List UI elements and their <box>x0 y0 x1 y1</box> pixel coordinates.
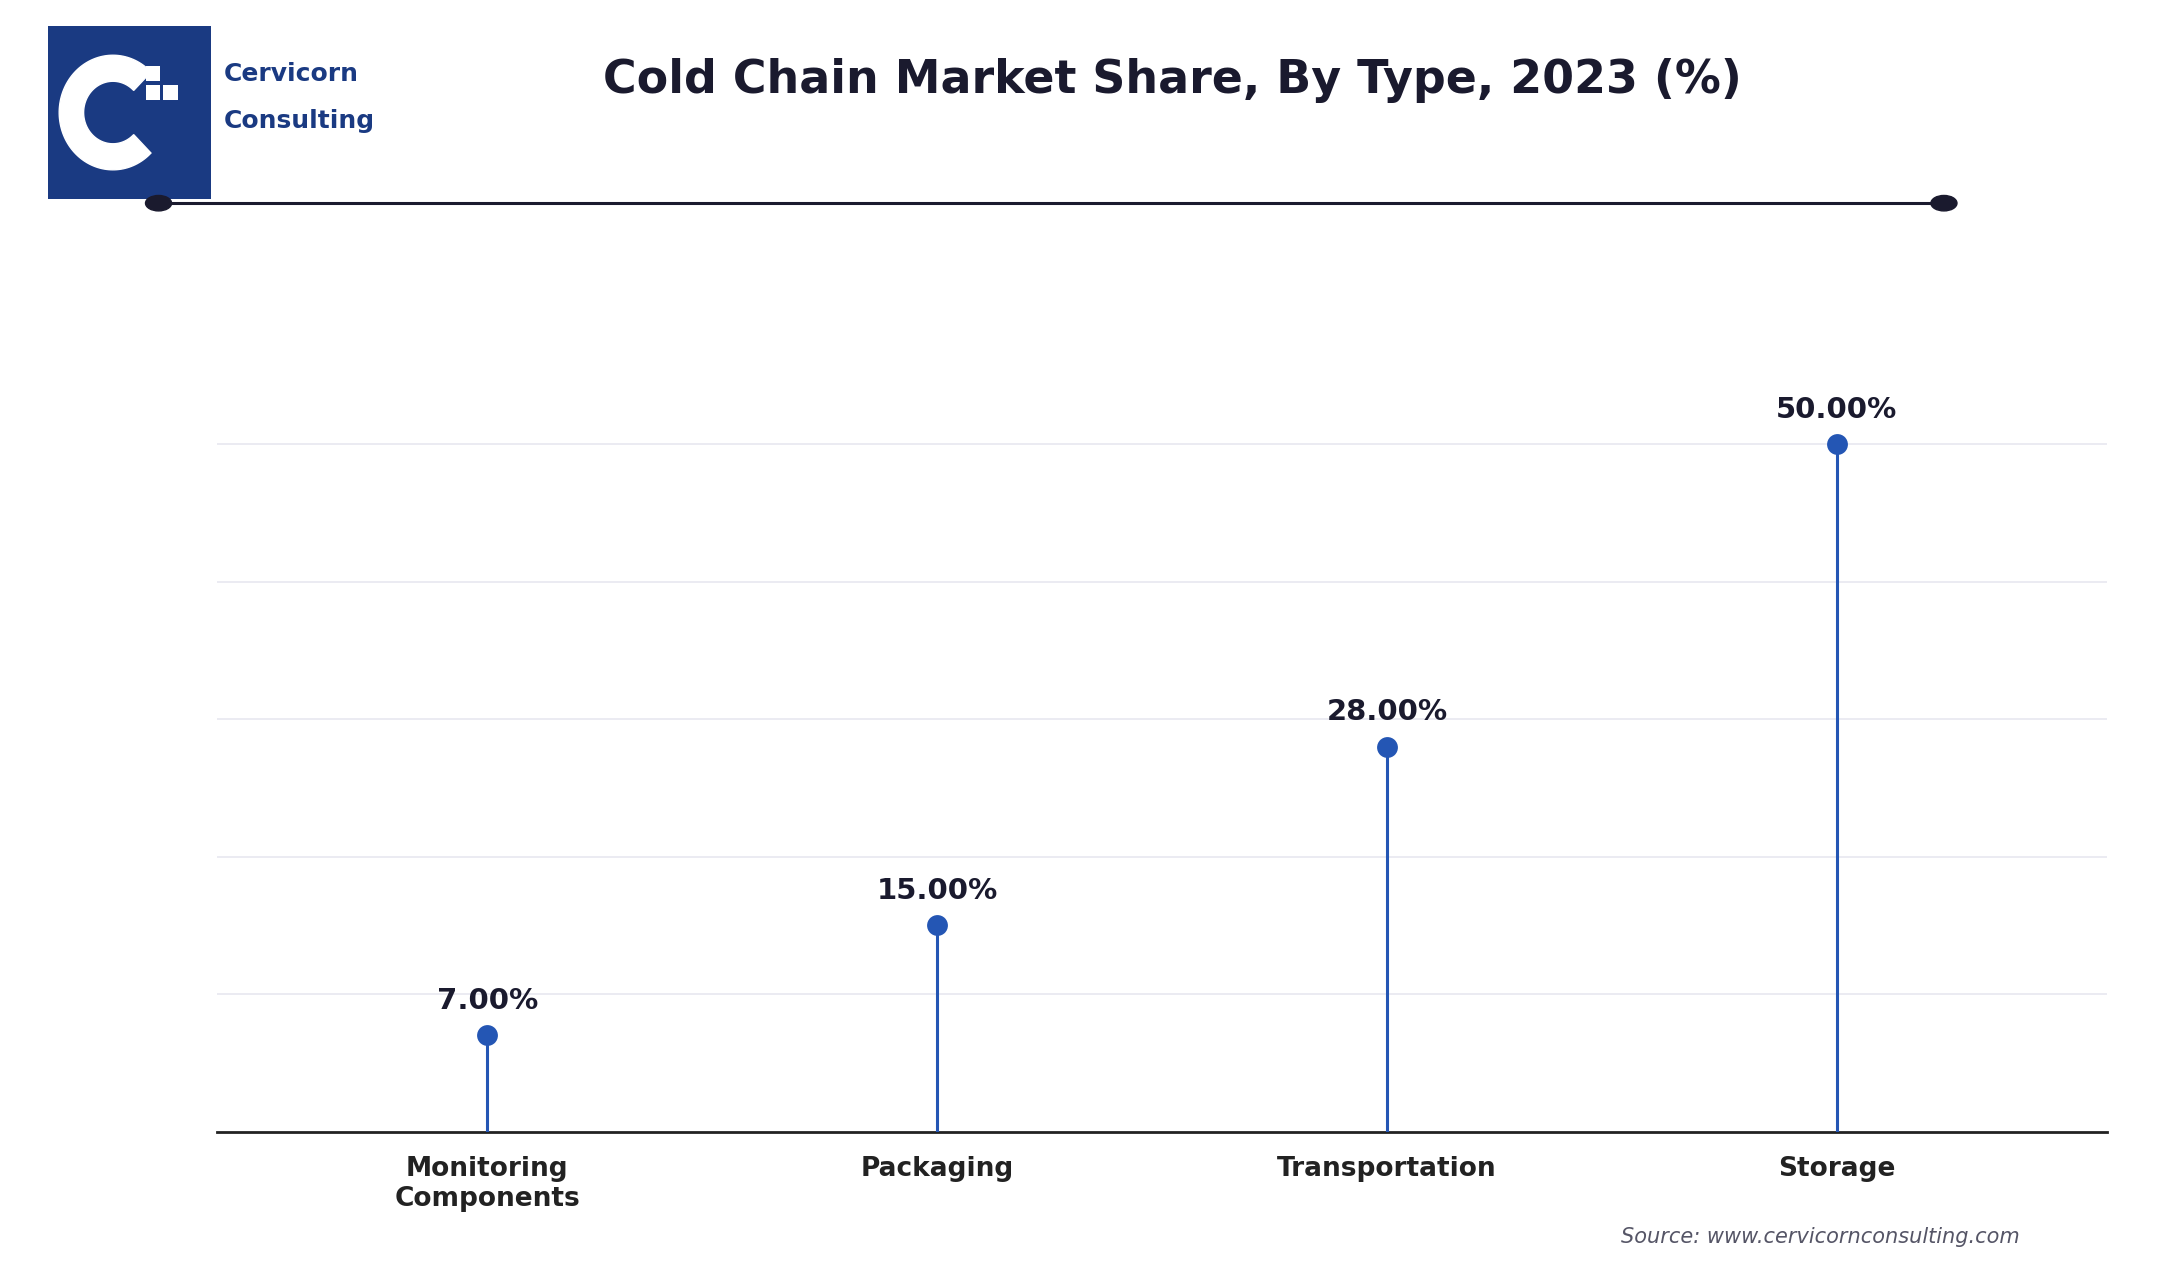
Text: 7.00%: 7.00% <box>437 986 539 1015</box>
FancyBboxPatch shape <box>39 17 219 208</box>
Text: Cold Chain Market Share, By Type, 2023 (%): Cold Chain Market Share, By Type, 2023 (… <box>604 58 1742 103</box>
Polygon shape <box>59 55 152 170</box>
FancyBboxPatch shape <box>146 85 161 100</box>
FancyBboxPatch shape <box>163 85 178 100</box>
FancyBboxPatch shape <box>146 66 161 81</box>
Text: 15.00%: 15.00% <box>877 877 997 905</box>
Text: 50.00%: 50.00% <box>1777 396 1898 423</box>
Text: Cervicorn: Cervicorn <box>224 62 358 86</box>
Text: Source: www.cervicornconsulting.com: Source: www.cervicornconsulting.com <box>1620 1227 2020 1247</box>
Text: 28.00%: 28.00% <box>1327 698 1447 727</box>
Text: Consulting: Consulting <box>224 109 376 134</box>
